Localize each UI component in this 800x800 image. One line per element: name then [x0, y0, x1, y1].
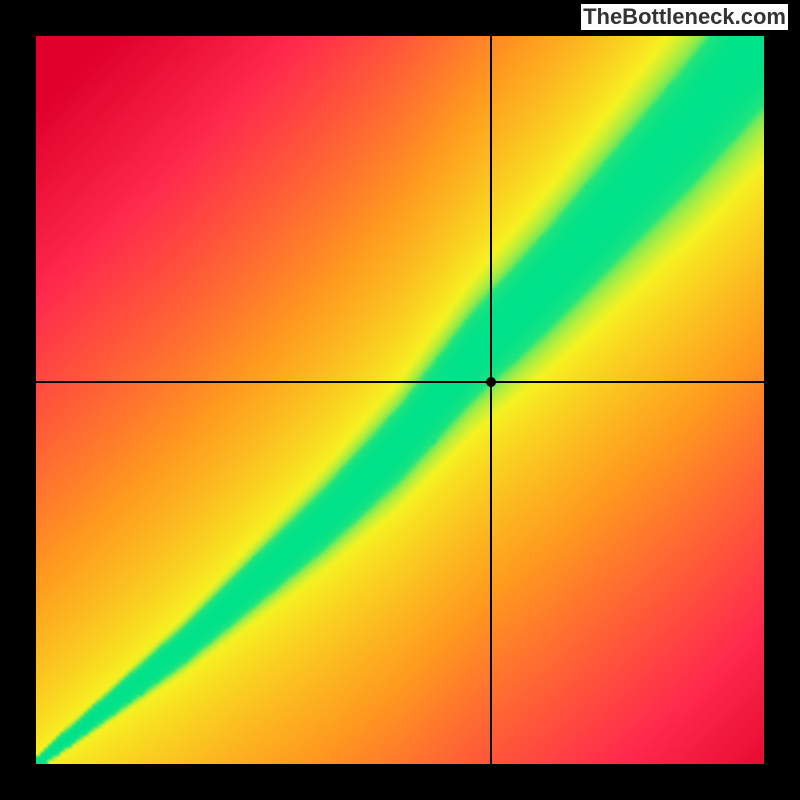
chart-container: TheBottleneck.com — [0, 0, 800, 800]
heatmap-canvas — [36, 36, 764, 764]
crosshair-vertical — [490, 36, 492, 764]
crosshair-horizontal — [36, 381, 764, 383]
attribution-label: TheBottleneck.com — [581, 4, 788, 30]
plot-frame — [36, 36, 764, 764]
crosshair-marker — [486, 377, 496, 387]
